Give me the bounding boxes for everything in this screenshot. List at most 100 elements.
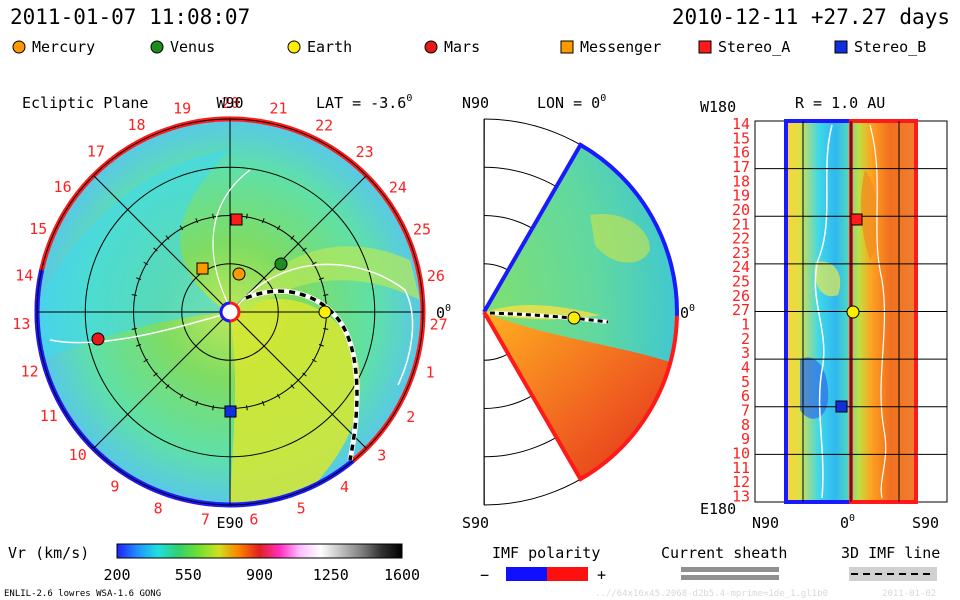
ecliptic-tick-6 [276, 393, 281, 399]
ecliptic-tick-28 [245, 213, 248, 219]
legend-venus-label: Venus [170, 38, 215, 56]
ecliptic-title: Ecliptic Plane [22, 94, 148, 112]
latlon-y-label-4: 4 [741, 358, 750, 376]
ecliptic-imf-spiral [231, 263, 414, 386]
earth-imf-line-dash [245, 289, 359, 461]
ecliptic-day-label-24: 24 [389, 178, 407, 196]
imf3d-label: 3D IMF line [841, 544, 940, 562]
legend-earth-label: Earth [307, 38, 352, 56]
ecliptic-imf-spiral-3 [212, 169, 251, 313]
ecliptic-day-label-21: 21 [270, 100, 288, 118]
ecliptic-day-label-6: 6 [249, 511, 258, 529]
legend-stereo-b-label: Stereo_B [854, 38, 926, 56]
latlon-y-label-12: 12 [732, 473, 750, 491]
latlon-y-label-3: 3 [741, 344, 750, 362]
ecliptic-day-label-2: 2 [406, 408, 415, 426]
latlon-y-labels: 1415161718192021222324252627123456789101… [732, 115, 750, 505]
ecliptic-day-label-9: 9 [110, 477, 119, 495]
latlon-y-label-16: 16 [732, 144, 750, 162]
ecliptic-day-label-14: 14 [15, 266, 33, 284]
colorbar-tick-900: 900 [246, 566, 273, 584]
stereo-b-marker [224, 405, 237, 418]
ecliptic-day-label-12: 12 [21, 363, 39, 381]
ecliptic-day-label-25: 25 [413, 221, 431, 239]
latlon-y-label-23: 23 [732, 244, 750, 262]
meridional-imf-line-dash [489, 311, 609, 324]
current-sheath-swatch-top [681, 567, 779, 572]
ecliptic-tick-34 [318, 277, 324, 281]
latlon-y-label-24: 24 [732, 258, 750, 276]
ecliptic-day-label-10: 10 [69, 446, 87, 464]
meridional-upper-feature [590, 214, 650, 263]
imf-polarity-legend: IMF polarity − + [480, 544, 606, 584]
ecliptic-tick-35 [323, 294, 329, 297]
current-sheath-swatch-bottom [681, 575, 779, 580]
ecliptic-tick-24 [179, 225, 184, 231]
ecliptic-tick-23 [165, 235, 170, 240]
latlon-current-sheath [814, 124, 833, 499]
legend-messenger-label: Messenger [580, 38, 661, 56]
colorbar-ticks: 200 550 900 1250 1600 [103, 566, 420, 584]
ecliptic-day-label-20: 20 [221, 94, 239, 112]
legend-stereo-a-label: Stereo_A [718, 38, 790, 56]
ecliptic-tick-26 [212, 213, 215, 219]
ecliptic-tick-11 [195, 400, 199, 406]
legend-stereo-b-symbol [834, 40, 848, 54]
latlon-y-label-6: 6 [741, 387, 750, 405]
latlon-y-label-10: 10 [732, 444, 750, 462]
latlon-stereo-b-marker [835, 400, 848, 413]
ecliptic-day-label-4: 4 [340, 478, 349, 496]
latlon-y-label-8: 8 [741, 416, 750, 434]
ecliptic-tick-19 [131, 294, 137, 297]
latlon-stereo-a-marker [850, 213, 863, 226]
ecliptic-tick-16 [136, 343, 142, 347]
ecliptic-imf-spiral-2 [49, 311, 233, 344]
ecliptic-tick-2 [318, 343, 324, 347]
latlon-y-label-2: 2 [741, 330, 750, 348]
ecliptic-day-label-11: 11 [40, 407, 58, 425]
ecliptic-wind-feature [232, 246, 420, 312]
ecliptic-slow-wind-region [40, 150, 230, 360]
latlon-x-label-0: 00 [840, 513, 855, 532]
ecliptic-tick-7 [261, 400, 265, 406]
imf3d-legend: 3D IMF line [841, 544, 940, 581]
ecliptic-tick-5 [290, 384, 295, 389]
latlon-orange-patch [860, 170, 880, 260]
legend: Mercury Venus Earth Mars Messenger Stereo_A St… [12, 38, 926, 56]
ecliptic-tick-12 [179, 393, 184, 399]
ecliptic-tick-29 [261, 218, 265, 224]
ecliptic-tick-33 [311, 261, 317, 266]
latlon-title: R = 1.0 AU [795, 94, 885, 112]
ecliptic-tick-1 [323, 327, 329, 330]
latlon-y-label-7: 7 [741, 401, 750, 419]
colorbar-tick-550: 550 [175, 566, 202, 584]
meridional-earth-marker [567, 311, 581, 325]
latlon-y-label-20: 20 [732, 201, 750, 219]
sun-marker-negative-half [219, 301, 231, 323]
meridional-fast-wind-region [484, 312, 671, 480]
latlon-y-label-21: 21 [732, 215, 750, 233]
latlon-earth-marker [846, 305, 860, 319]
latlon-panel: 1415161718192021222324252627123456789101… [700, 94, 948, 532]
ecliptic-day-label-17: 17 [87, 143, 105, 161]
colorbar: Vr (km/s) 200 550 900 1250 1600 [8, 543, 420, 584]
colorbar-tick-200: 200 [103, 566, 130, 584]
latlon-y-label-9: 9 [741, 430, 750, 448]
current-sheath-label: Current sheath [661, 544, 787, 562]
ecliptic-tick-21 [143, 261, 149, 266]
imf-positive-swatch [547, 567, 588, 581]
legend-messenger-symbol [560, 40, 574, 54]
earth-marker [318, 305, 332, 319]
ecliptic-tick-4 [302, 372, 307, 377]
latlon-current-sheath-2 [869, 124, 887, 499]
latlon-y-label-27: 27 [732, 301, 750, 319]
ecliptic-tick-8 [245, 405, 248, 411]
latlon-y-label-26: 26 [732, 287, 750, 305]
ecliptic-tick-25 [195, 218, 199, 224]
latlon-y-label-11: 11 [732, 459, 750, 477]
ecliptic-day-label-3: 3 [377, 447, 386, 465]
latlon-bottom-left-label: E180 [700, 500, 736, 518]
latlon-y-label-1: 1 [741, 316, 750, 334]
